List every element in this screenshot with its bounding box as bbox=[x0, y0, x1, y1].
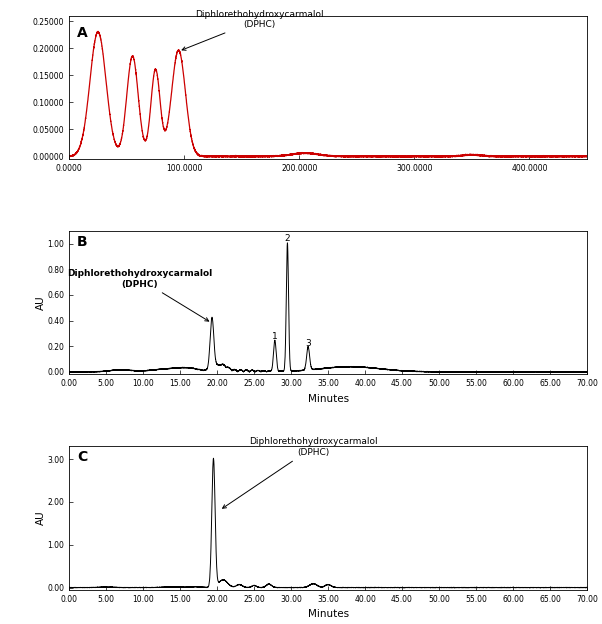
Y-axis label: AU: AU bbox=[36, 510, 46, 525]
Text: Diphlorethohydroxycarmalol
(DPHC): Diphlorethohydroxycarmalol (DPHC) bbox=[182, 10, 323, 51]
X-axis label: Minutes: Minutes bbox=[308, 609, 349, 619]
Text: 2: 2 bbox=[285, 234, 290, 243]
Text: B: B bbox=[77, 235, 88, 249]
Text: 3: 3 bbox=[305, 339, 311, 348]
Text: A: A bbox=[77, 26, 88, 40]
Text: Diphlorethohydroxycarmalol
(DPHC): Diphlorethohydroxycarmalol (DPHC) bbox=[67, 269, 212, 321]
Text: Diphlorethohydroxycarmalol
(DPHC): Diphlorethohydroxycarmalol (DPHC) bbox=[223, 437, 377, 509]
Text: 1: 1 bbox=[272, 331, 278, 341]
Y-axis label: AU: AU bbox=[36, 295, 46, 310]
X-axis label: Minutes: Minutes bbox=[308, 394, 349, 404]
Text: C: C bbox=[77, 451, 87, 464]
